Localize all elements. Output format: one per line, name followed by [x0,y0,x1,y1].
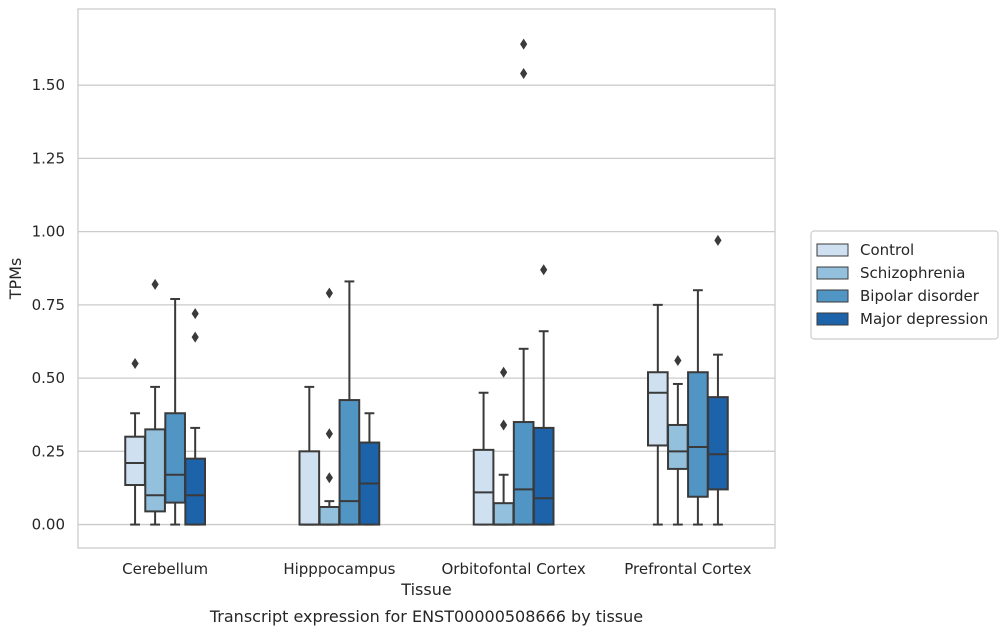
box-iqr [184,457,207,526]
y-axis-title: TPMs [6,258,25,301]
box-iqr [646,371,669,447]
box-iqr [687,371,709,498]
box-schizophrenia [144,278,166,526]
outlier-point [191,308,199,320]
x-tick-label: Prefrontal Cortex [624,560,751,578]
plot-frame [77,8,776,549]
outlier-point [540,264,548,276]
chart-caption: Transcript expression for ENST0000050866… [209,607,643,626]
grid-lines [78,84,775,526]
box-schizophrenia [318,287,341,526]
box-bipolar-disorder [687,289,709,526]
box-major-depression [532,264,555,526]
box-control [472,391,495,526]
box-bipolar-disorder [164,298,186,526]
legend-swatch [816,266,849,280]
outlier-point [325,472,333,484]
legend-swatch [816,312,849,326]
legend: Control Schizophrenia Bipolar disorder Majo… [810,230,999,340]
outlier-point [674,355,682,367]
outlier-point [500,419,508,431]
outlier-point [714,234,722,246]
outlier-point [325,428,333,440]
legend-label: Control [860,241,914,259]
box-iqr [492,502,515,526]
box-iqr [298,450,321,526]
legend-label: Schizophrenia [860,264,965,282]
box-iqr [667,423,689,470]
box-iqr [532,426,555,526]
x-axis-ticks: Cerebellum Hipppocampus Orbitofontal Corte… [122,560,751,578]
legend-swatch [816,289,849,303]
box-iqr [472,448,495,526]
outlier-point [191,331,199,343]
box-major-depression [184,308,207,526]
box-bipolar-disorder [512,38,535,526]
box-iqr [707,396,729,491]
y-axis-ticks: 0.00 0.25 0.50 0.75 1.00 1.25 1.50 [32,76,65,533]
y-tick-label: 1.25 [32,149,65,167]
plot-area [124,38,729,526]
legend-box [810,230,999,340]
box-bipolar-disorder [338,280,361,526]
outlier-point [151,278,159,290]
box-schizophrenia [492,366,515,526]
x-tick-label: Orbitofontal Cortex [442,560,586,578]
outlier-point [520,67,528,79]
box-schizophrenia [667,355,689,526]
box-iqr [512,421,535,526]
box-iqr [318,505,341,526]
y-tick-label: 0.25 [32,442,65,460]
box-iqr [124,435,146,487]
y-tick-label: 0.75 [32,296,65,314]
outlier-point [520,38,528,50]
x-tick-label: Hipppocampus [283,560,395,578]
box-control [646,303,669,526]
box-iqr [338,399,361,526]
y-tick-label: 0.50 [32,369,65,387]
legend-label: Major depression [860,310,988,328]
y-tick-label: 1.00 [32,223,65,241]
outlier-point [325,287,333,299]
legend-label: Bipolar disorder [860,287,980,305]
legend-swatch [816,243,849,257]
outlier-point [131,357,139,369]
outlier-point [500,366,508,378]
box-control [298,385,321,526]
box-major-depression [358,412,381,526]
x-tick-label: Cerebellum [122,560,208,578]
y-tick-label: 1.50 [32,76,65,94]
box-iqr [144,428,166,513]
x-axis-title: Tissue [400,580,451,599]
box-control [124,357,146,526]
box-iqr [164,412,186,504]
y-tick-label: 0.00 [32,516,65,534]
box-major-depression [707,234,729,526]
